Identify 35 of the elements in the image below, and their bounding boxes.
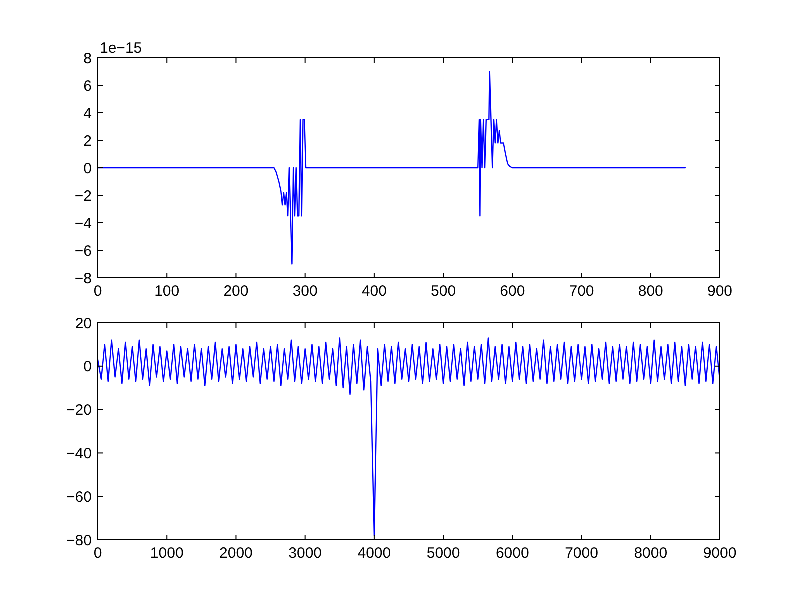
y-tick-label: 20 — [75, 315, 92, 332]
y-tick-label: −60 — [66, 488, 92, 506]
y-tick-label: −80 — [66, 532, 92, 550]
x-tick-label: 400 — [362, 283, 387, 300]
x-tick-label: 700 — [569, 283, 594, 300]
x-tick-label: 500 — [431, 283, 456, 300]
y-tick-label: −40 — [66, 445, 92, 462]
y-tick-label: −8 — [74, 270, 92, 288]
x-tick-label: 9000 — [703, 545, 737, 562]
x-tick-label: 3000 — [288, 545, 322, 562]
x-tick-label: 2000 — [220, 545, 253, 562]
x-tick-label: 7000 — [565, 545, 598, 562]
x-tick-label: 1000 — [150, 545, 184, 562]
x-tick-label: 800 — [638, 283, 664, 300]
x-tick-label: 900 — [707, 283, 733, 300]
y-tick-label: 2 — [84, 132, 92, 150]
y-tick-label: 4 — [84, 105, 92, 122]
line-series — [98, 338, 720, 536]
y-tick-label: −6 — [74, 242, 92, 260]
x-tick-label: 5000 — [426, 545, 460, 562]
y-tick-label: 0 — [84, 160, 92, 178]
x-tick-label: 4000 — [358, 545, 392, 562]
y-tick-label: 0 — [84, 358, 92, 376]
x-tick-label: 600 — [500, 283, 526, 300]
y-tick-label: 6 — [84, 78, 92, 95]
y-tick-label: 8 — [84, 50, 92, 68]
text: 1e−15 — [100, 40, 142, 57]
y-tick-label: −20 — [66, 402, 92, 420]
x-tick-label: 200 — [224, 283, 249, 300]
y-tick-label: −2 — [74, 188, 92, 205]
x-tick-label: 8000 — [634, 545, 668, 562]
x-tick-label: 100 — [154, 283, 180, 300]
x-tick-label: 6000 — [496, 545, 530, 562]
y-tick-label: −4 — [74, 215, 92, 232]
x-tick-label: 300 — [292, 283, 318, 300]
